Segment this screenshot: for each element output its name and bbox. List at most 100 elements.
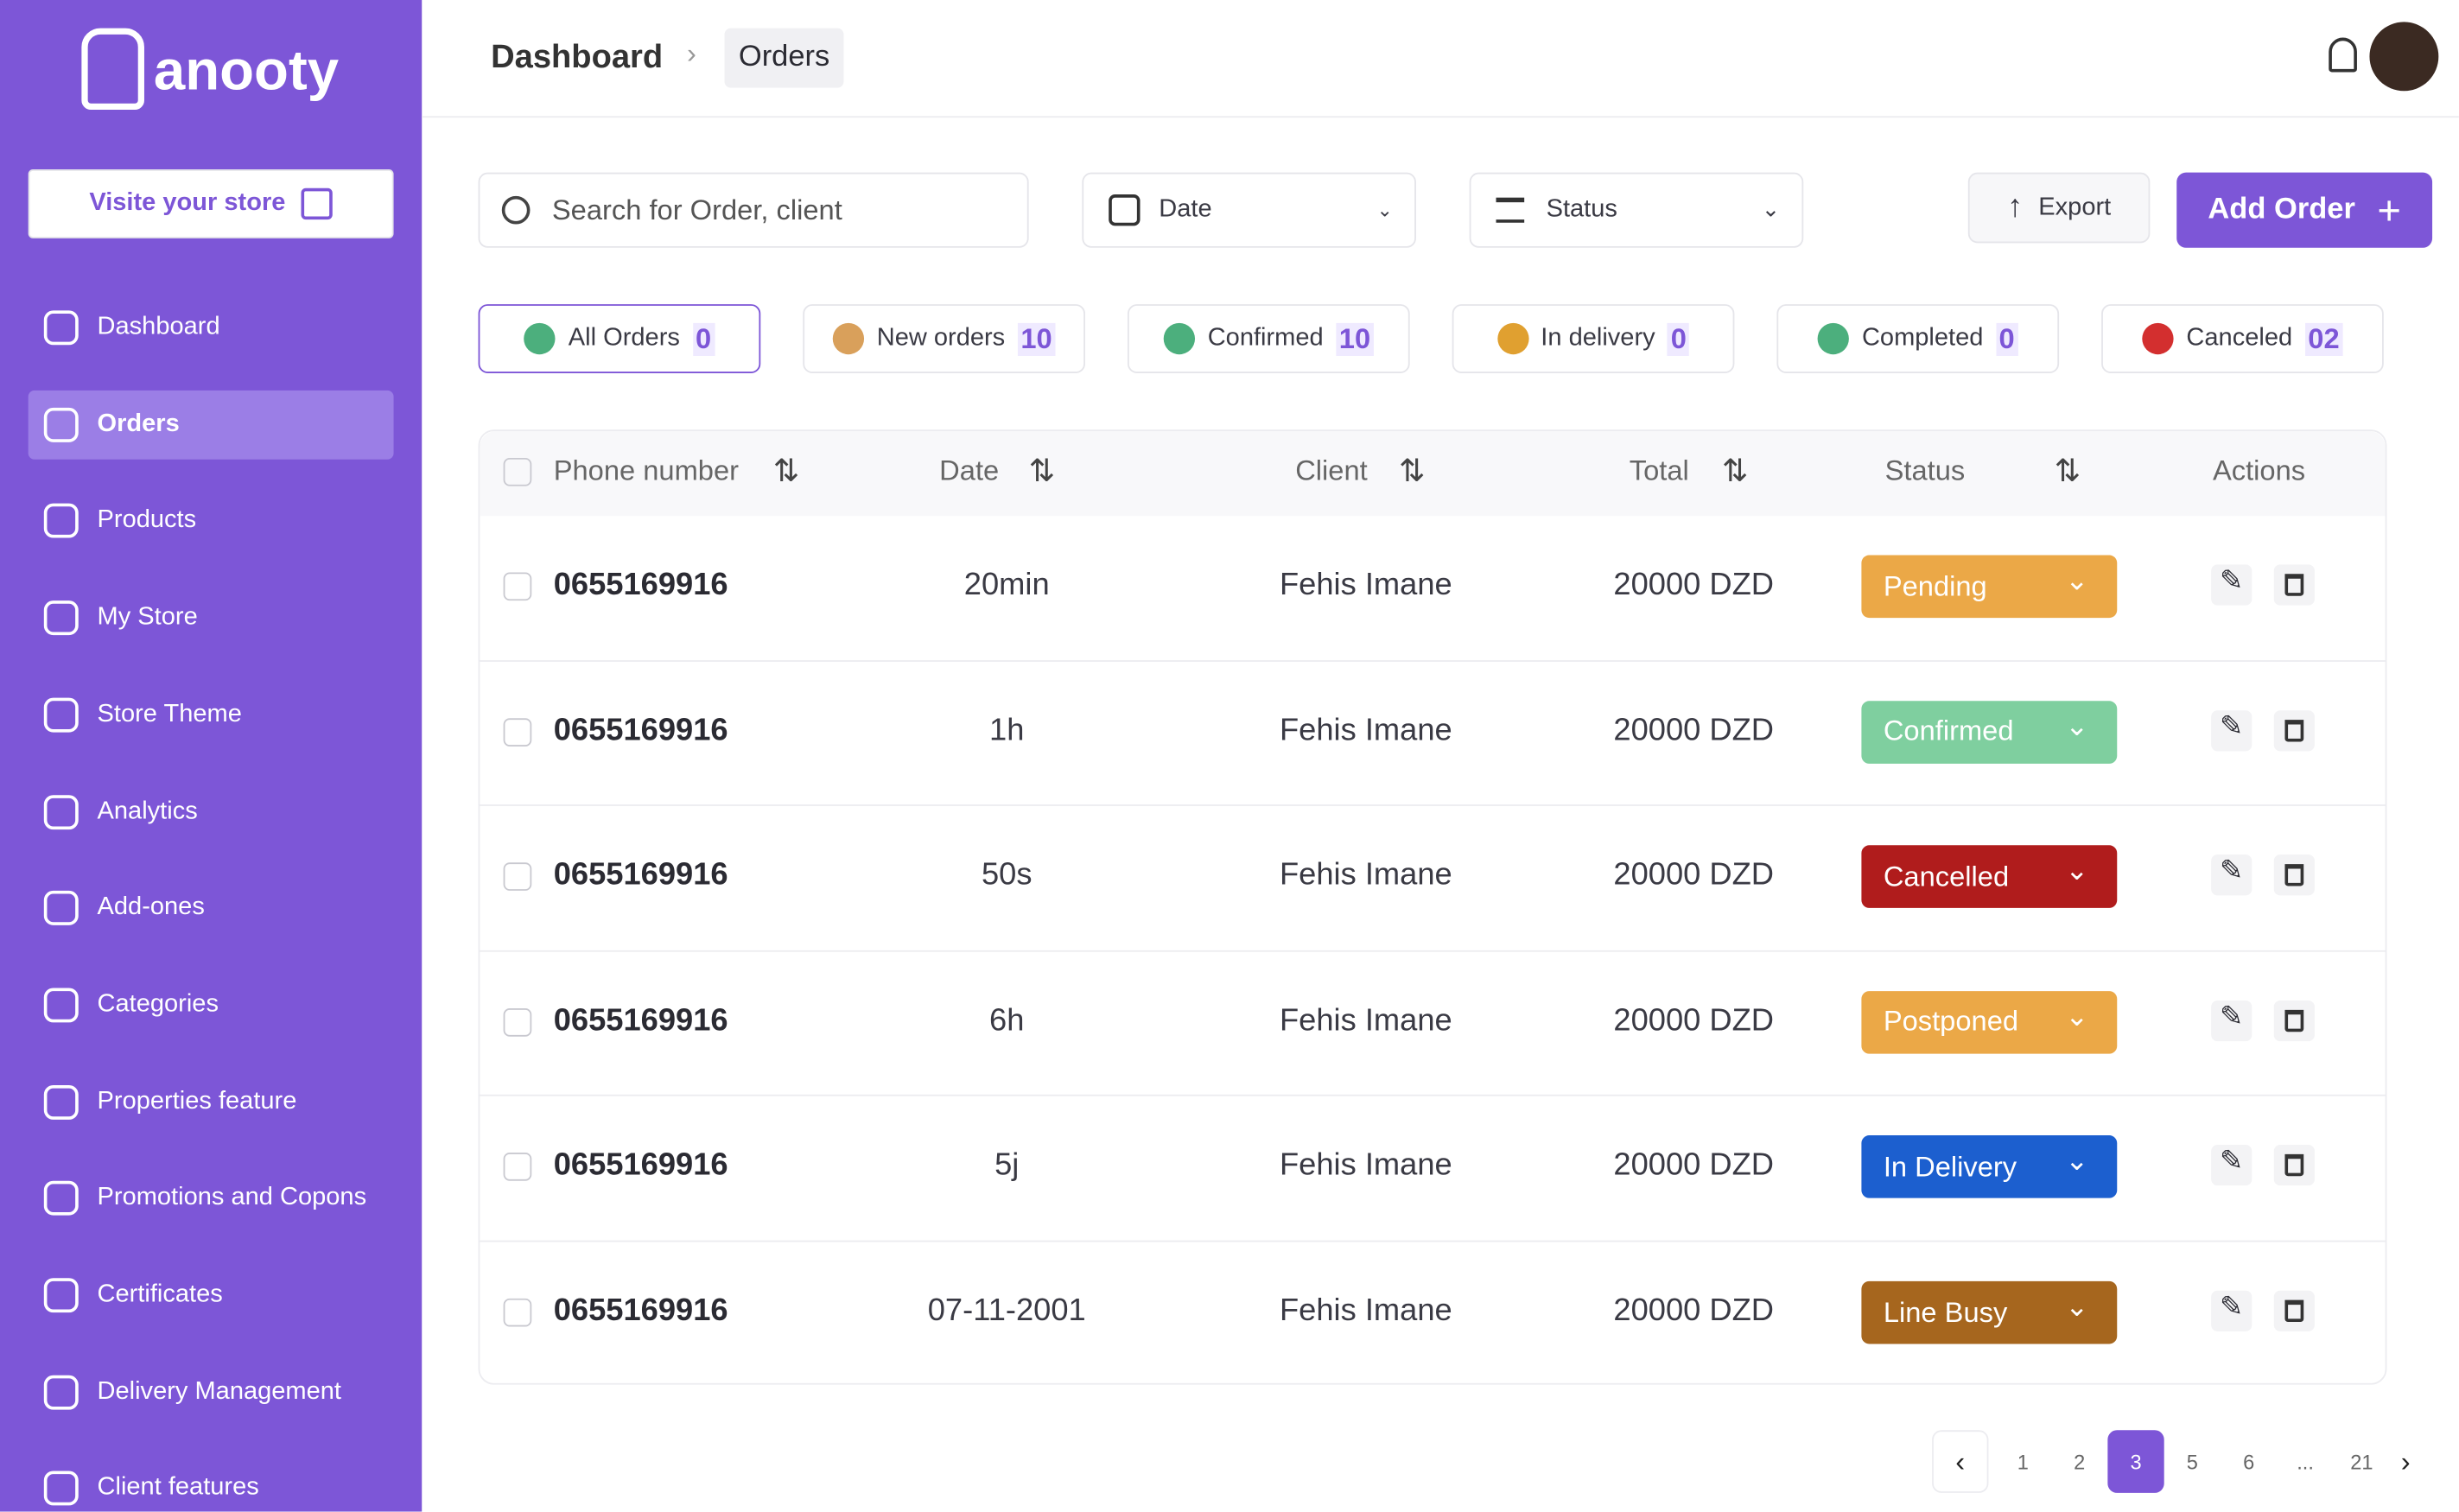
nav-item[interactable]: Analytics — [29, 777, 394, 846]
status-dropdown[interactable]: Pending ⌄ — [1861, 555, 2118, 619]
status-label: Cancelled — [1883, 860, 2010, 893]
tab-icon — [1163, 322, 1196, 355]
total-cell: 20000 DZD — [1613, 1003, 1775, 1039]
table-row — [478, 1240, 2387, 1385]
status-dropdown[interactable]: Line Busy ⌄ — [1861, 1280, 2118, 1344]
add-order-button[interactable]: Add Order + — [2176, 172, 2433, 248]
nav-item[interactable]: Add-ones — [29, 874, 394, 943]
sort-icon[interactable]: ⇅ — [2054, 454, 2081, 490]
edit-button[interactable]: ✎ — [2211, 1145, 2252, 1186]
column-header: Client — [1295, 454, 1368, 486]
nav-item[interactable]: Dashboard — [29, 293, 394, 362]
sort-icon[interactable]: ⇅ — [1721, 454, 1749, 490]
nav-item[interactable]: My Store — [29, 583, 394, 652]
visit-store-button[interactable]: Visite your store — [28, 169, 394, 238]
nav-item[interactable]: Orders — [28, 390, 394, 460]
select-all-checkbox[interactable] — [503, 457, 532, 486]
export-button[interactable]: ↑ Export — [1967, 172, 2151, 244]
delete-button[interactable] — [2273, 1145, 2315, 1186]
nav-item[interactable]: Delivery Management — [29, 1357, 394, 1426]
status-tab[interactable]: New orders 10 — [803, 304, 1085, 373]
column-header: Phone number — [553, 454, 740, 486]
nav-item[interactable]: Properties feature — [29, 1067, 394, 1136]
chevron: ⌄ — [2065, 1000, 2089, 1032]
edit-button[interactable]: ✎ — [2211, 709, 2252, 751]
page-button[interactable]: 1 — [2017, 1449, 2029, 1474]
phone-cell: 0655169916 — [553, 1003, 728, 1039]
tab-label: All Orders — [568, 324, 680, 352]
sort-icon[interactable]: ⇅ — [772, 454, 800, 490]
edit-button[interactable]: ✎ — [2211, 854, 2252, 896]
page-button[interactable]: 5 — [2186, 1449, 2198, 1474]
client-cell: Fehis Imane — [1279, 568, 1452, 602]
page-button[interactable]: 21 — [2350, 1449, 2373, 1474]
nav-item[interactable]: Certificates — [29, 1261, 394, 1330]
status-tab[interactable]: In delivery 0 — [1452, 304, 1735, 373]
tab-count: 0 — [692, 321, 715, 356]
phone-cell: 0655169916 — [553, 713, 728, 748]
nav-item[interactable]: Client features — [29, 1454, 394, 1511]
avatar[interactable] — [2369, 22, 2439, 92]
phone-cell: 0655169916 — [553, 858, 728, 893]
row-checkbox[interactable] — [503, 1298, 532, 1327]
breadcrumb-item[interactable]: Dashboard — [491, 39, 664, 76]
nav-item[interactable]: Products — [29, 486, 394, 556]
delete-button[interactable] — [2273, 1290, 2315, 1331]
nav-item[interactable]: Categories — [29, 970, 394, 1039]
nav-item[interactable]: Promotions and Copons — [29, 1164, 394, 1233]
row-checkbox[interactable] — [503, 1007, 532, 1037]
status-filter[interactable]: Status ⌄ — [1469, 172, 1804, 248]
sort-icon[interactable]: ⇅ — [1028, 454, 1056, 490]
chevron: ⌄ — [1376, 199, 1393, 221]
row-checkbox[interactable] — [503, 717, 532, 746]
page-button[interactable]: 6 — [2243, 1449, 2255, 1474]
status-tab[interactable]: Completed 0 — [1776, 304, 2060, 373]
next-page[interactable]: › — [2400, 1445, 2411, 1477]
search-input[interactable]: Search for Order, client — [478, 172, 1029, 248]
edit-button[interactable]: ✎ — [2211, 1290, 2252, 1331]
status-tab[interactable]: Confirmed 10 — [1127, 304, 1410, 373]
status-tab[interactable]: Canceled 02 — [2101, 304, 2384, 373]
row-checkbox[interactable] — [503, 1153, 532, 1182]
date-filter[interactable]: Date ⌄ — [1082, 172, 1416, 248]
sort-icon[interactable]: ⇅ — [1398, 454, 1426, 490]
delete-button[interactable] — [2273, 564, 2315, 606]
table-row — [478, 1095, 2387, 1240]
edit-button[interactable]: ✎ — [2211, 1000, 2252, 1041]
add-order-label: Add Order — [2208, 193, 2355, 226]
tab-label: Canceled — [2186, 324, 2293, 352]
row-checkbox[interactable] — [503, 572, 532, 601]
bell-icon[interactable] — [2329, 37, 2357, 73]
nav-label: Certificates — [97, 1280, 223, 1308]
tab-label: Confirmed — [1207, 324, 1324, 352]
phone-cell: 0655169916 — [553, 1293, 728, 1329]
breadcrumb-item[interactable]: Orders — [724, 28, 844, 88]
delete-button[interactable] — [2273, 854, 2315, 896]
nav-label: Client features — [97, 1474, 259, 1502]
page-button[interactable]: ... — [2297, 1449, 2314, 1474]
page-button[interactable]: 2 — [2074, 1449, 2086, 1474]
edit-button[interactable]: ✎ — [2211, 564, 2252, 606]
tab-label: New orders — [876, 324, 1006, 352]
prev-page[interactable]: ‹ — [1932, 1430, 1989, 1493]
status-dropdown[interactable]: In Delivery ⌄ — [1861, 1135, 2118, 1199]
delete-button[interactable] — [2273, 1000, 2315, 1041]
search-placeholder: Search for Order, client — [551, 194, 842, 226]
page-button[interactable]: 3 — [2107, 1430, 2164, 1493]
delete-button[interactable] — [2273, 709, 2315, 751]
client-cell: Fehis Imane — [1279, 1293, 1452, 1329]
date-cell: 50s — [981, 858, 1033, 893]
status-dropdown[interactable]: Confirmed ⌄ — [1861, 700, 2118, 764]
status-dropdown[interactable]: Postponed ⌄ — [1861, 990, 2118, 1054]
nav-icon — [43, 697, 79, 733]
row-checkbox[interactable] — [503, 862, 532, 892]
date-filter-label: Date — [1159, 195, 1212, 223]
status-dropdown[interactable]: Cancelled ⌄ — [1861, 845, 2118, 909]
visit-store-label: Visite your store — [89, 189, 286, 217]
nav-icon — [43, 1181, 79, 1217]
nav-item[interactable]: Store Theme — [29, 680, 394, 749]
tab-count: 0 — [1995, 321, 2018, 356]
status-tab[interactable]: All Orders 0 — [478, 304, 761, 373]
external-icon — [301, 187, 333, 220]
nav-label: Analytics — [97, 797, 198, 824]
